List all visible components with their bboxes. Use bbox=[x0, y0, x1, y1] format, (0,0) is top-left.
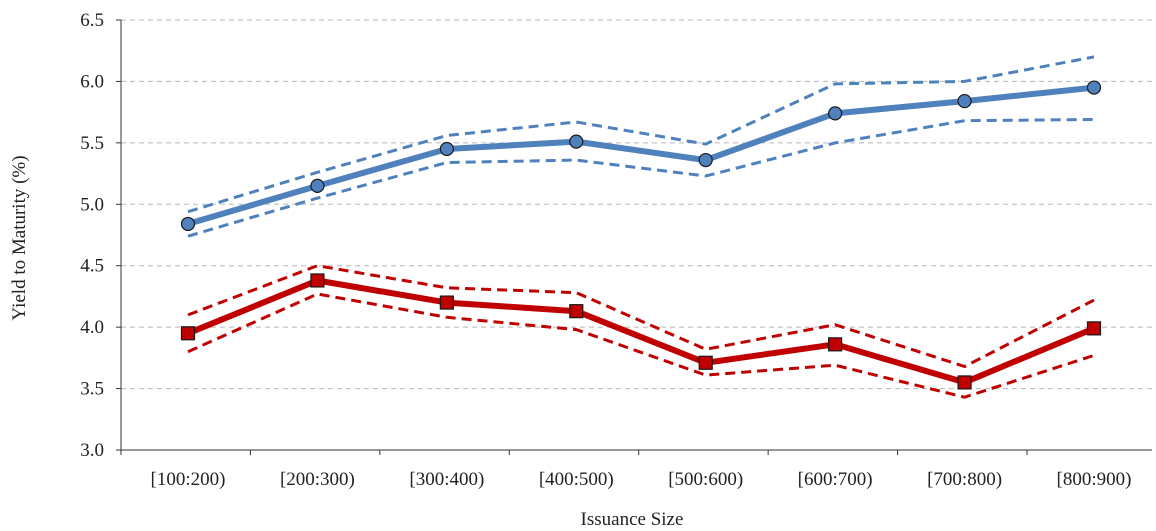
x-tick-label: [800:900) bbox=[1057, 469, 1132, 490]
series-2-point bbox=[698, 355, 713, 370]
series-2-point bbox=[828, 337, 843, 352]
axes bbox=[116, 19, 1152, 455]
series-1-point bbox=[828, 106, 843, 121]
series-1-point bbox=[439, 141, 454, 157]
gridlines bbox=[121, 19, 1152, 390]
confidence-bands bbox=[187, 55, 1095, 399]
series-2-point bbox=[1086, 321, 1102, 336]
series-2-point bbox=[569, 304, 584, 319]
series-1-point bbox=[569, 134, 584, 149]
series-2-point bbox=[180, 326, 196, 341]
y-tick-label: 6.0 bbox=[80, 71, 104, 92]
y-axis-title: Yield to Maturity (%) bbox=[9, 155, 30, 320]
series-2-point bbox=[957, 375, 972, 390]
tick-labels: 3.0 3.5 4.0 4.5 5.0 5.5 6.0 6.5 [100:200) [200:30… bbox=[80, 10, 1131, 490]
y-tick-label: 3.5 bbox=[80, 379, 104, 400]
x-tick-label: [100:200) bbox=[151, 469, 226, 490]
y-tick-label: 4.0 bbox=[80, 317, 104, 338]
x-tick-label: [400:500) bbox=[539, 469, 614, 490]
series-2-point bbox=[439, 295, 454, 310]
y-tick-label: 3.0 bbox=[80, 440, 104, 461]
series-2-lower-band bbox=[187, 292, 1095, 399]
series-1-point bbox=[310, 178, 325, 193]
series-lines bbox=[186, 84, 1096, 386]
x-tick-label: [700:800) bbox=[927, 469, 1002, 490]
x-axis-title: Issuance Size bbox=[581, 509, 684, 530]
series-2-point bbox=[310, 273, 325, 288]
series-1-line bbox=[187, 84, 1095, 227]
series-2-upper-band bbox=[187, 264, 1095, 369]
series-1-lower-band bbox=[187, 118, 1095, 238]
y-tick-label: 4.5 bbox=[80, 256, 104, 277]
series-1-point bbox=[698, 152, 713, 168]
series-1-point bbox=[180, 216, 196, 232]
x-tick-label: [600:700) bbox=[798, 469, 873, 490]
x-tick-label: [300:400) bbox=[409, 469, 484, 490]
series-1-upper-band bbox=[187, 55, 1095, 214]
series-1-point bbox=[957, 93, 972, 109]
x-tick-label: [200:300) bbox=[280, 469, 355, 490]
x-tick-label: [500:600) bbox=[668, 469, 743, 490]
y-tick-label: 6.5 bbox=[80, 10, 104, 31]
y-tick-label: 5.0 bbox=[80, 194, 104, 215]
y-tick-label: 5.5 bbox=[80, 133, 104, 154]
series-markers bbox=[180, 80, 1102, 390]
series-1-point bbox=[1086, 80, 1102, 95]
series-2-line bbox=[186, 277, 1096, 386]
